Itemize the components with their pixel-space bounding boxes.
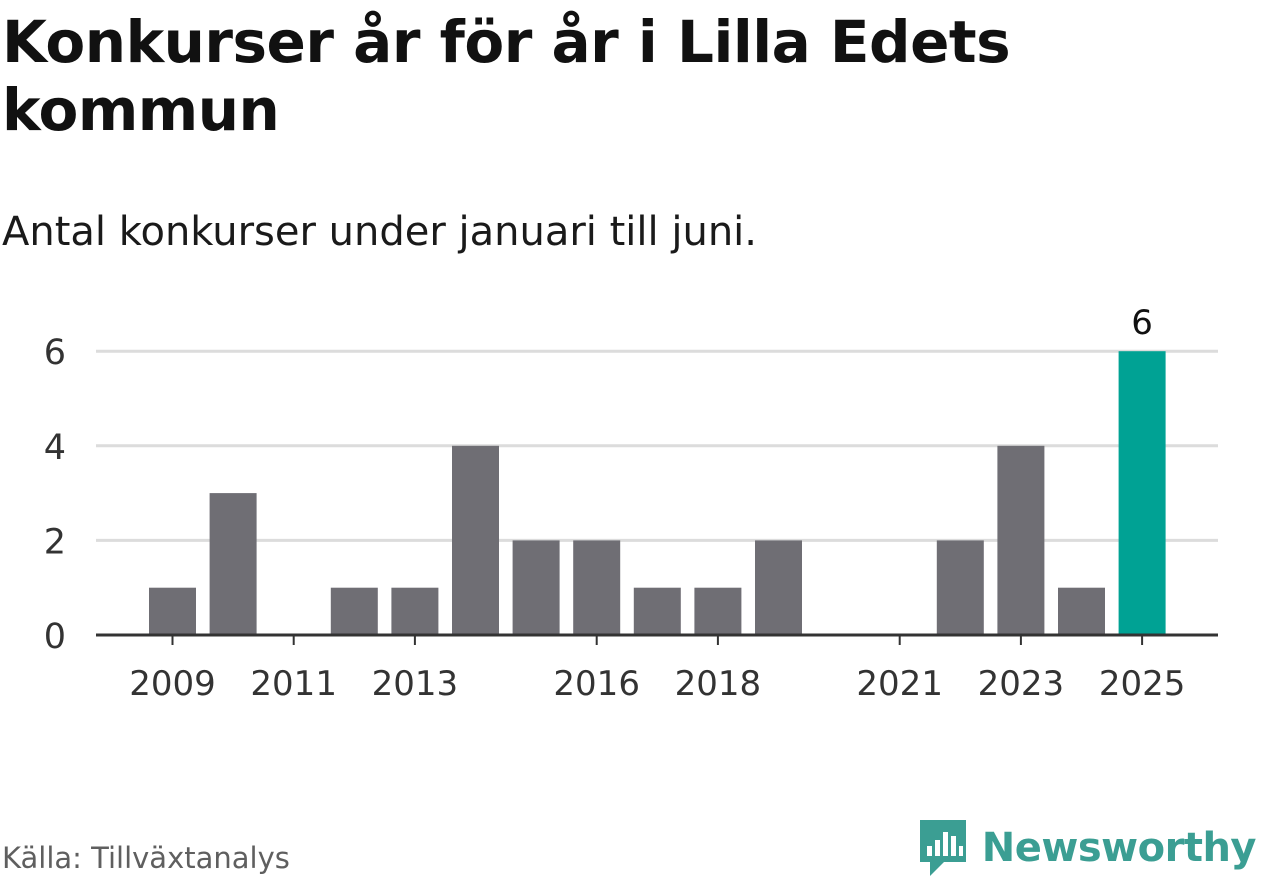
x-tick-label: 2023 bbox=[978, 664, 1065, 704]
x-tick-label: 2016 bbox=[553, 664, 640, 704]
x-tick-label: 2009 bbox=[129, 664, 216, 704]
y-tick-label: 2 bbox=[44, 522, 66, 562]
x-tick-label: 2021 bbox=[856, 664, 943, 704]
y-tick-label: 4 bbox=[44, 428, 66, 468]
source-note: Källa: Tillväxtanalys bbox=[2, 841, 290, 875]
brand-name: Newsworthy bbox=[981, 825, 1257, 871]
bar bbox=[330, 587, 378, 635]
bar bbox=[997, 445, 1045, 635]
bar bbox=[755, 540, 802, 635]
x-tick-label: 2025 bbox=[1099, 664, 1186, 704]
bar bbox=[1118, 351, 1166, 635]
bar bbox=[149, 587, 196, 635]
x-tick-label: 2011 bbox=[250, 664, 337, 704]
y-tick-label: 0 bbox=[44, 617, 66, 657]
bar bbox=[936, 540, 984, 635]
x-tick-label: 2013 bbox=[372, 664, 459, 704]
bar bbox=[633, 587, 681, 635]
bar bbox=[209, 493, 257, 635]
bar bbox=[391, 587, 439, 635]
x-tick-label: 2018 bbox=[675, 664, 762, 704]
bar bbox=[512, 540, 560, 635]
newsworthy-logo: Newsworthy bbox=[918, 818, 1257, 878]
data-label: 6 bbox=[1131, 303, 1153, 343]
chart-subtitle: Antal konkurser under januari till juni. bbox=[2, 209, 757, 255]
chart-title: Konkurser år för år i Lilla Edets kommun bbox=[2, 8, 1011, 144]
y-tick-label: 6 bbox=[44, 333, 66, 373]
bar bbox=[573, 540, 621, 635]
bar bbox=[452, 445, 499, 635]
bar-chart: 0 2 4 6 2009 2011 2013 2016 2018 2021 2023 2025 6 bbox=[44, 303, 1218, 704]
bar bbox=[1058, 587, 1105, 635]
newsworthy-bar-chart-logo-icon bbox=[919, 820, 966, 876]
bar bbox=[694, 587, 742, 635]
